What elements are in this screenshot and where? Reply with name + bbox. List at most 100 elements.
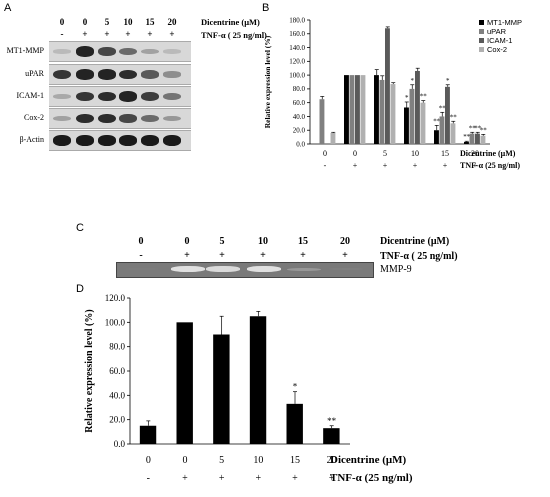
- bar: [213, 334, 230, 444]
- panel-c-lane-label: 10: [258, 236, 268, 247]
- significance-mark: **: [474, 124, 482, 132]
- panel-c-tnf-label: TNF-α ( 25 ng/ml): [380, 251, 458, 262]
- panel-a-band: [141, 70, 159, 79]
- x-tick-label: 0: [146, 455, 151, 466]
- panel-a-lane-label: 20: [167, 17, 177, 27]
- panel-a-band: [53, 69, 71, 80]
- bar: [450, 123, 456, 144]
- bar: [176, 322, 193, 444]
- panel-c-tnf-sign: +: [219, 250, 225, 261]
- panel-a-band: [141, 114, 159, 123]
- panel-c-lane-label: 0: [184, 236, 190, 247]
- panel-c-lane-label: 5: [219, 236, 225, 247]
- bar: [139, 425, 157, 444]
- panel-a-letter: A: [4, 2, 12, 14]
- legend-swatch: [479, 47, 484, 52]
- panel-a-band: [98, 69, 116, 80]
- legend-swatch: [479, 29, 484, 34]
- panel-a-lane-label: 5: [104, 17, 110, 27]
- panel-a-blot-label: ICAM-1: [16, 91, 44, 100]
- panel-a-band: [163, 135, 181, 146]
- panel-a-band: [141, 135, 159, 146]
- x-tick-label: 0: [183, 455, 188, 466]
- dicentrine-label: Dicentrine (μM): [460, 149, 516, 158]
- panel-a-blot-label: MT1-MMP: [6, 46, 44, 55]
- panel-a-tnf-sign: +: [125, 29, 131, 39]
- panel-c-gel-label: MMP-9: [380, 264, 412, 275]
- tnf-sign: -: [324, 161, 327, 170]
- bar: [390, 84, 396, 144]
- bar: [360, 75, 366, 144]
- panel-a-band: [53, 49, 71, 54]
- y-axis-label: Relative expression level (%): [84, 309, 95, 432]
- bar: [415, 70, 420, 144]
- tnf-sign: +: [219, 473, 225, 484]
- y-tick-label: 60.0: [293, 99, 306, 107]
- tnf-label: TNF-α (25 ng/ml): [460, 161, 520, 170]
- y-tick-label: 120.0: [105, 293, 126, 303]
- panel-c-band: [206, 266, 240, 272]
- panel-a-band: [76, 135, 94, 146]
- panel-a-band: [76, 91, 94, 102]
- panel-c-lane-label: 15: [298, 236, 308, 247]
- bar: [330, 132, 336, 144]
- x-tick-label: 20: [327, 455, 337, 466]
- panel-a-lane-label: 0: [82, 17, 88, 27]
- panel-a-band: [53, 93, 71, 100]
- panel-a-band: [163, 49, 181, 54]
- y-tick-label: 0.0: [296, 140, 305, 148]
- legend-swatch: [479, 38, 484, 43]
- panel-d-chart: 0.0 20.0 40.0 60.0 80.0 100.0 120.0 Relative ex…: [84, 293, 413, 484]
- bar: [323, 428, 340, 444]
- panel-a-blot-row: [49, 41, 191, 62]
- x-tick-label: 5: [383, 149, 387, 158]
- panel-c-tnf-sign: -: [139, 250, 143, 261]
- y-tick-label: 100.0: [289, 71, 305, 79]
- bar: [355, 75, 360, 144]
- legend-entry: uPAR: [487, 27, 507, 36]
- panel-a-blot-label: uPAR: [25, 69, 44, 78]
- panel-a-band: [163, 92, 181, 101]
- significance-mark: **: [463, 133, 471, 141]
- panel-a-blot-row: [49, 130, 191, 151]
- panel-c-gel: [116, 262, 374, 278]
- panel-a-blot-row: [49, 64, 191, 85]
- x-tick-label: 0: [323, 149, 327, 158]
- bar: [319, 99, 325, 144]
- significance-mark: **: [433, 117, 441, 125]
- significance-mark: **: [480, 126, 488, 134]
- bar: [480, 135, 486, 144]
- significance-mark: **: [439, 104, 447, 112]
- panel-a-tnf-label: TNF-α ( 25 ng/ml): [201, 30, 267, 40]
- panel-c-tnf-sign: +: [342, 250, 348, 261]
- bar: [374, 75, 379, 144]
- tnf-sign: -: [147, 473, 150, 484]
- y-tick-label: 40.0: [293, 113, 306, 121]
- panel-a-tnf-sign: +: [169, 29, 175, 39]
- panel-c-band: [171, 266, 205, 272]
- panel-a-blot-label: Cox-2: [24, 113, 44, 122]
- tnf-sign: +: [292, 473, 298, 484]
- panel-c-letter: C: [76, 222, 84, 234]
- significance-mark: **: [420, 93, 428, 101]
- tnf-sign: +: [256, 473, 262, 484]
- panel-a-band: [76, 113, 94, 124]
- panel-b-letter: B: [262, 2, 270, 14]
- legend-entry: MT1-MMP: [487, 18, 522, 27]
- panel-a-band: [141, 48, 159, 55]
- panel-a-band: [119, 114, 137, 123]
- panel-d-letter: D: [76, 283, 84, 295]
- x-tick-label: 10: [411, 149, 419, 158]
- panel-b-chart: 0.0 20.0 40.0 60.0 80.0 100.0 120.0 140.0 160.0 1…: [263, 16, 522, 170]
- panel-c-band: [247, 266, 281, 272]
- y-tick-label: 60.0: [109, 366, 125, 376]
- tnf-sign: +: [443, 161, 448, 170]
- y-tick-label: 20.0: [293, 127, 306, 135]
- y-axis-label: Relative expression level (%): [263, 35, 272, 128]
- significance-mark: *: [411, 77, 415, 85]
- significance-mark: *: [405, 94, 409, 102]
- panel-a-band: [76, 46, 94, 57]
- significance-mark: *: [293, 382, 298, 392]
- panel-a-band: [98, 47, 116, 56]
- x-tick-label: 15: [441, 149, 449, 158]
